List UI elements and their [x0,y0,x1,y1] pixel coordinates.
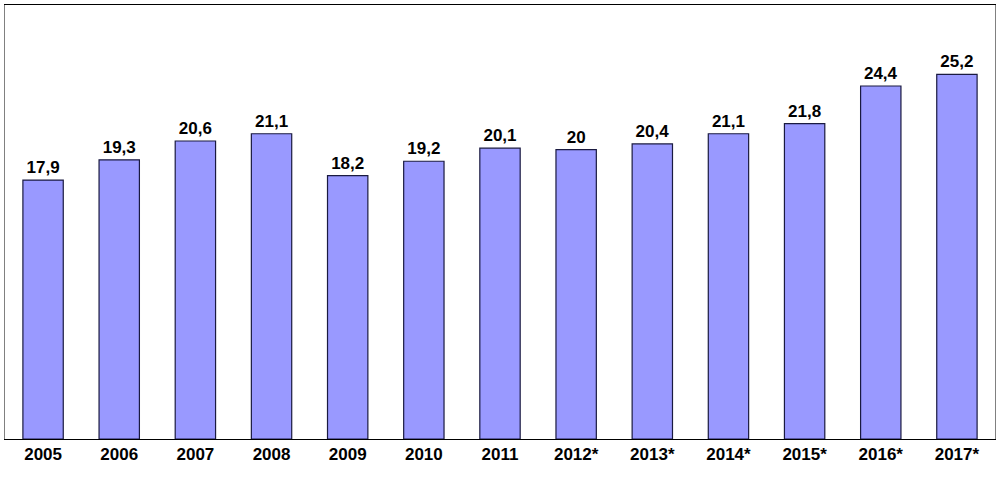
svg-text:2017*: 2017* [935,445,980,464]
svg-text:2007: 2007 [176,445,214,464]
svg-text:20,6: 20,6 [179,119,212,138]
svg-text:21,8: 21,8 [788,102,821,121]
svg-text:2016*: 2016* [859,445,904,464]
svg-text:2012*: 2012* [554,445,599,464]
svg-text:2008: 2008 [253,445,291,464]
svg-text:20: 20 [567,128,586,147]
svg-text:2005: 2005 [24,445,62,464]
svg-text:17,9: 17,9 [27,158,60,177]
svg-text:24,4: 24,4 [864,64,898,83]
svg-text:19,2: 19,2 [407,139,440,158]
svg-text:2015*: 2015* [782,445,827,464]
svg-text:2011: 2011 [482,445,519,464]
svg-text:20,4: 20,4 [635,122,669,141]
svg-text:2009: 2009 [329,445,367,464]
svg-text:25,2: 25,2 [940,52,973,71]
svg-text:2010: 2010 [405,445,443,464]
svg-text:21,1: 21,1 [255,112,288,131]
svg-text:19,3: 19,3 [103,138,136,157]
svg-text:18,2: 18,2 [331,154,364,173]
svg-text:2013*: 2013* [630,445,675,464]
svg-text:2014*: 2014* [706,445,751,464]
svg-text:2006: 2006 [100,445,138,464]
svg-text:20,1: 20,1 [483,126,516,145]
svg-text:21,1: 21,1 [712,112,745,131]
